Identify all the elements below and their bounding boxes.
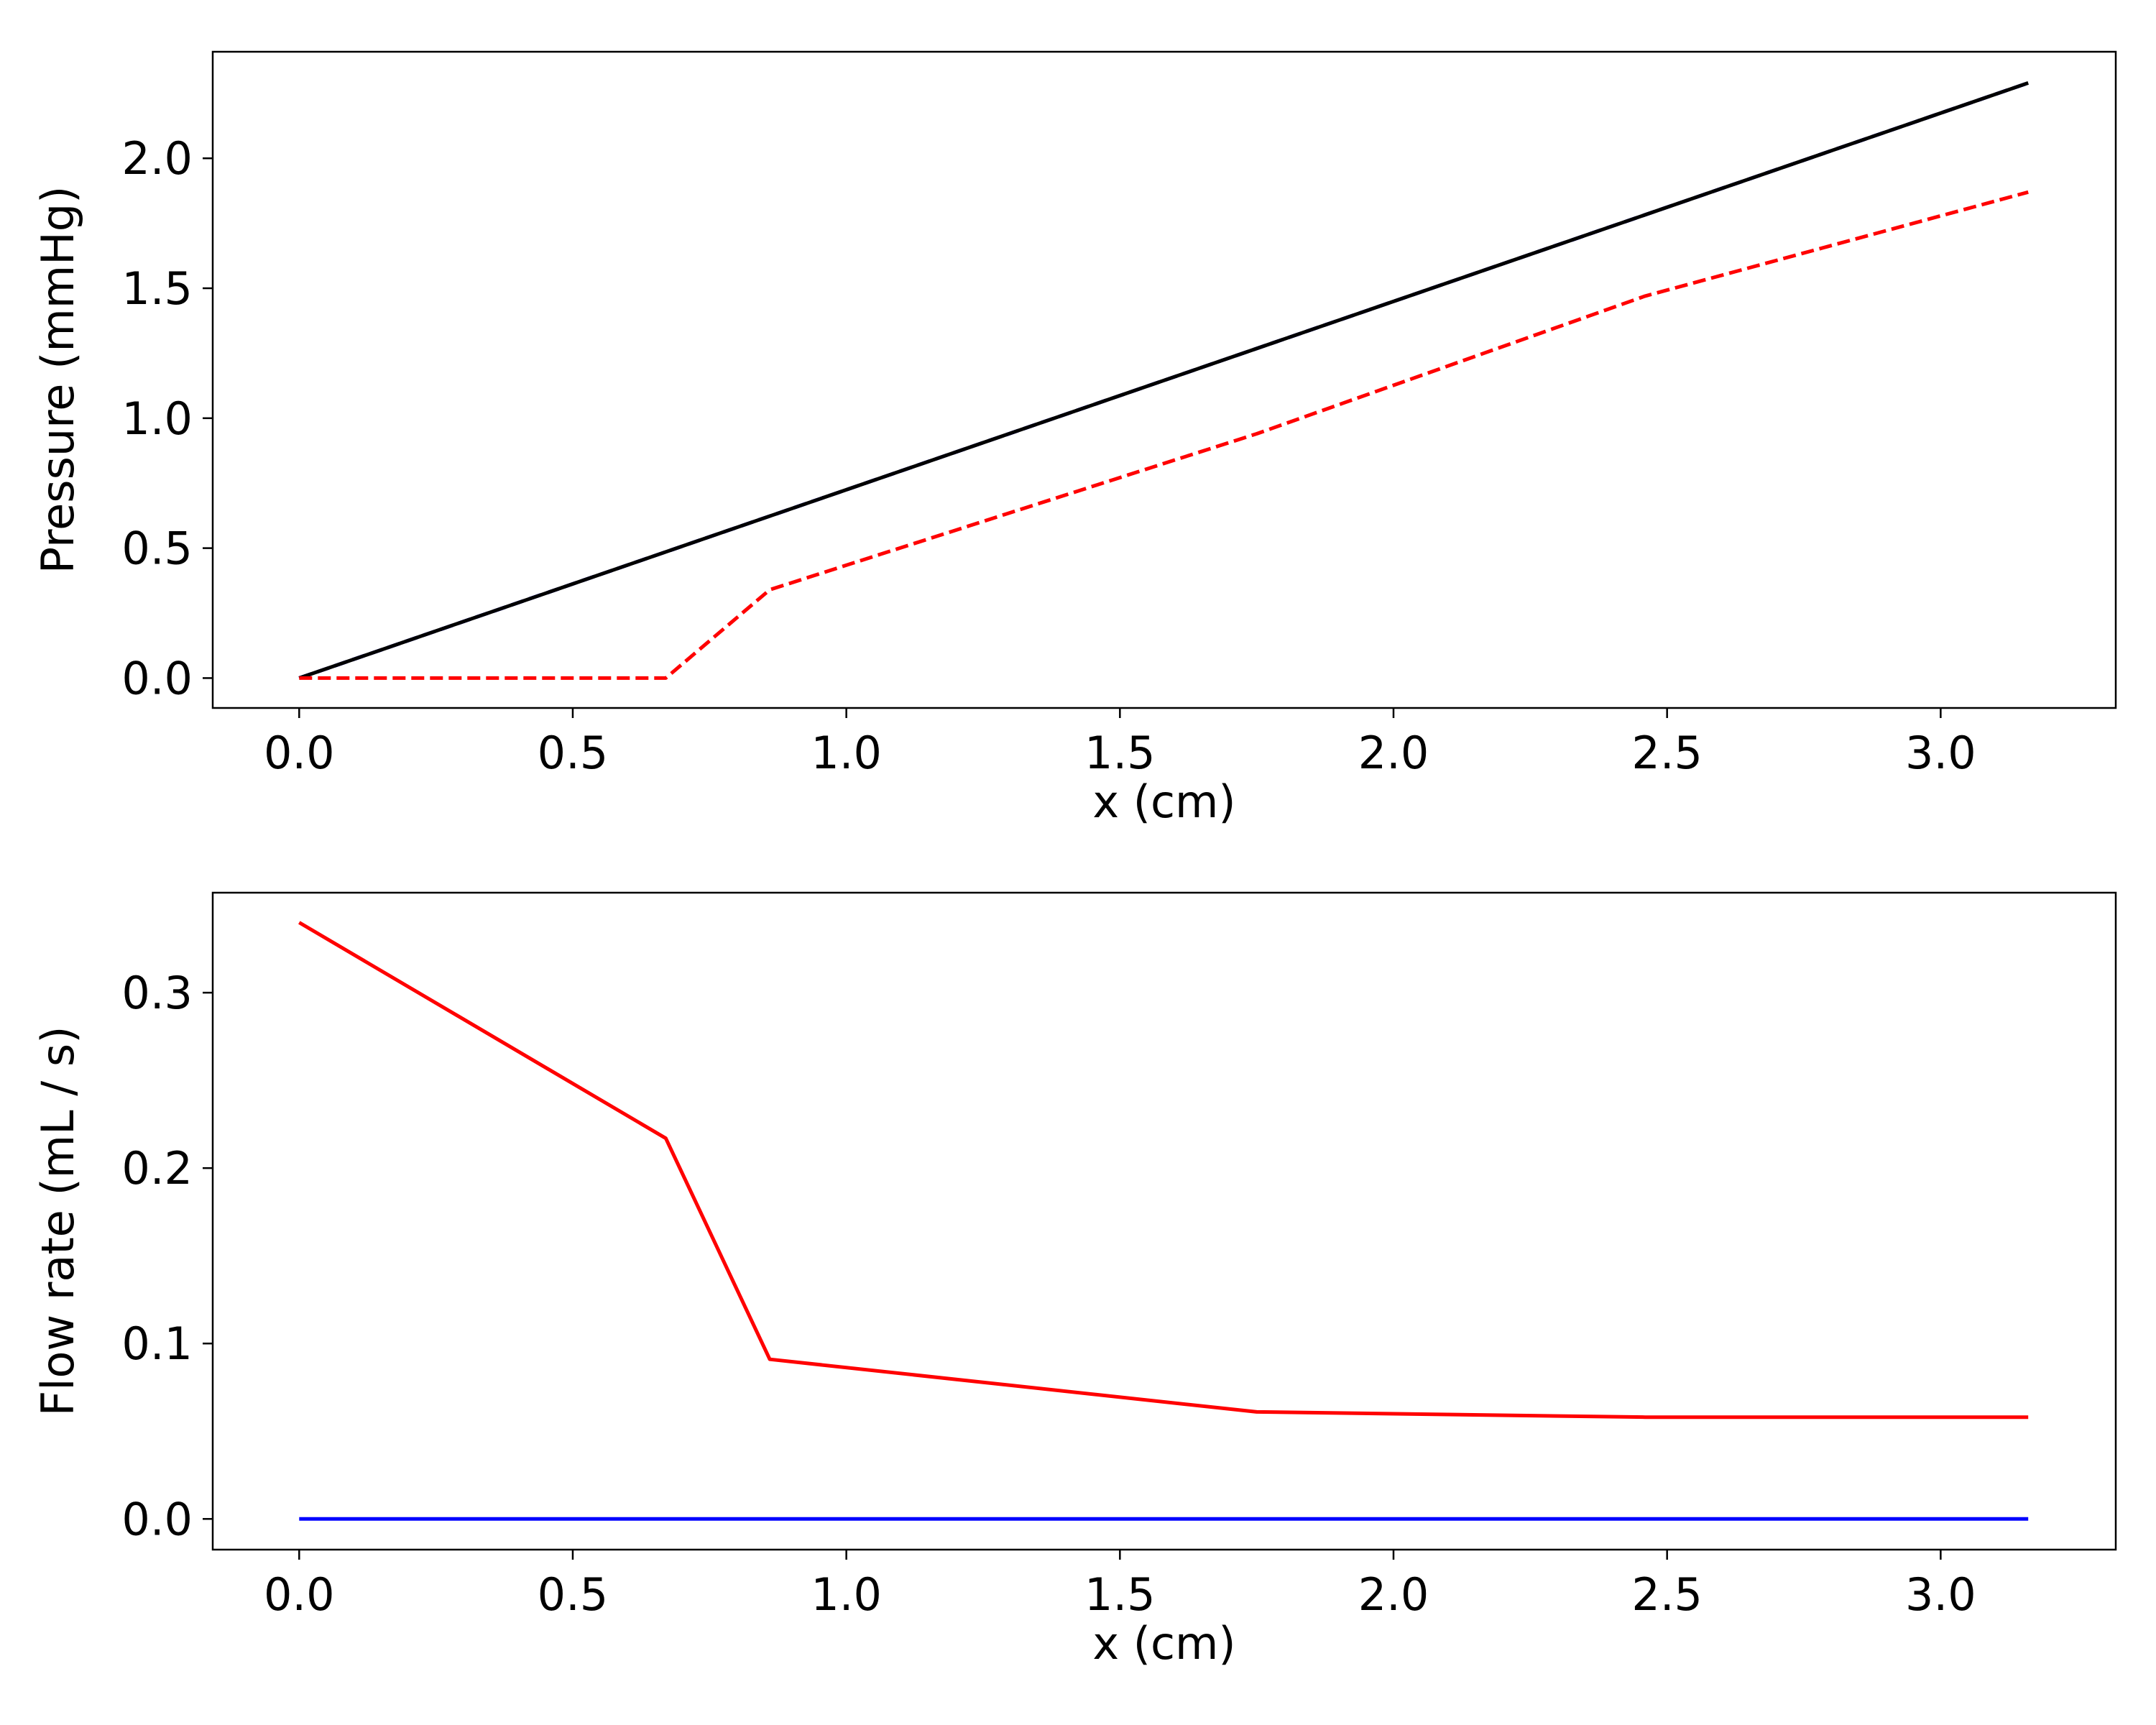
y-tick-label: 0.1 — [121, 1317, 193, 1370]
y-tick-label: 2.0 — [121, 132, 193, 185]
series-group — [298, 921, 2029, 1521]
x-tick-label: 1.0 — [811, 727, 882, 779]
series-group — [298, 81, 2030, 680]
axes-frame — [211, 891, 2117, 1551]
y-tick-label: 0.0 — [121, 1493, 193, 1545]
y-tick-label: 0.5 — [121, 523, 193, 575]
series-line-0 — [298, 921, 2029, 1420]
x-tick-label: 2.0 — [1358, 727, 1429, 779]
x-tick-label: 1.0 — [811, 1568, 882, 1621]
y-tick-label: 0.0 — [121, 652, 193, 704]
axes-frame — [211, 50, 2117, 709]
y-axis-label: Pressure (mmHg) — [32, 186, 84, 574]
x-tick-label: 0.5 — [538, 727, 609, 779]
x-tick-label: 2.5 — [1631, 727, 1703, 779]
x-axis-label: x (cm) — [1092, 1617, 1235, 1670]
x-tick-label: 0.0 — [264, 1568, 335, 1621]
y-tick-label: 1.0 — [121, 392, 193, 445]
x-tick-label: 0.0 — [264, 727, 335, 779]
x-tick-label: 0.5 — [538, 1568, 609, 1621]
flow-chart: 0.0 0.5 1.0 1.5 2.0 2.5 3.0 0.0 0.1 0.2 0.3 x (cm) F… — [32, 891, 2117, 1670]
x-tick-label: 3.0 — [1905, 727, 1976, 779]
x-axis-label: x (cm) — [1092, 776, 1235, 828]
x-tick-label: 1.5 — [1084, 727, 1156, 779]
x-tick-label: 2.5 — [1631, 1568, 1703, 1621]
x-tick-label: 1.5 — [1084, 1568, 1156, 1621]
x-tick-label: 2.0 — [1358, 1568, 1429, 1621]
y-tick-label: 0.3 — [121, 967, 193, 1019]
pressure-chart: 0.0 0.5 1.0 1.5 2.0 2.5 3.0 0.0 0.5 1.0 1.5 2.0 x (c… — [32, 50, 2117, 828]
x-tick-label: 3.0 — [1905, 1568, 1976, 1621]
series-line-1 — [298, 81, 2030, 680]
y-tick-label: 1.5 — [121, 262, 193, 315]
series-line-2 — [299, 190, 2029, 680]
y-axis-label: Flow rate (mL / s) — [32, 1026, 84, 1417]
y-tick-label: 0.2 — [121, 1142, 193, 1195]
